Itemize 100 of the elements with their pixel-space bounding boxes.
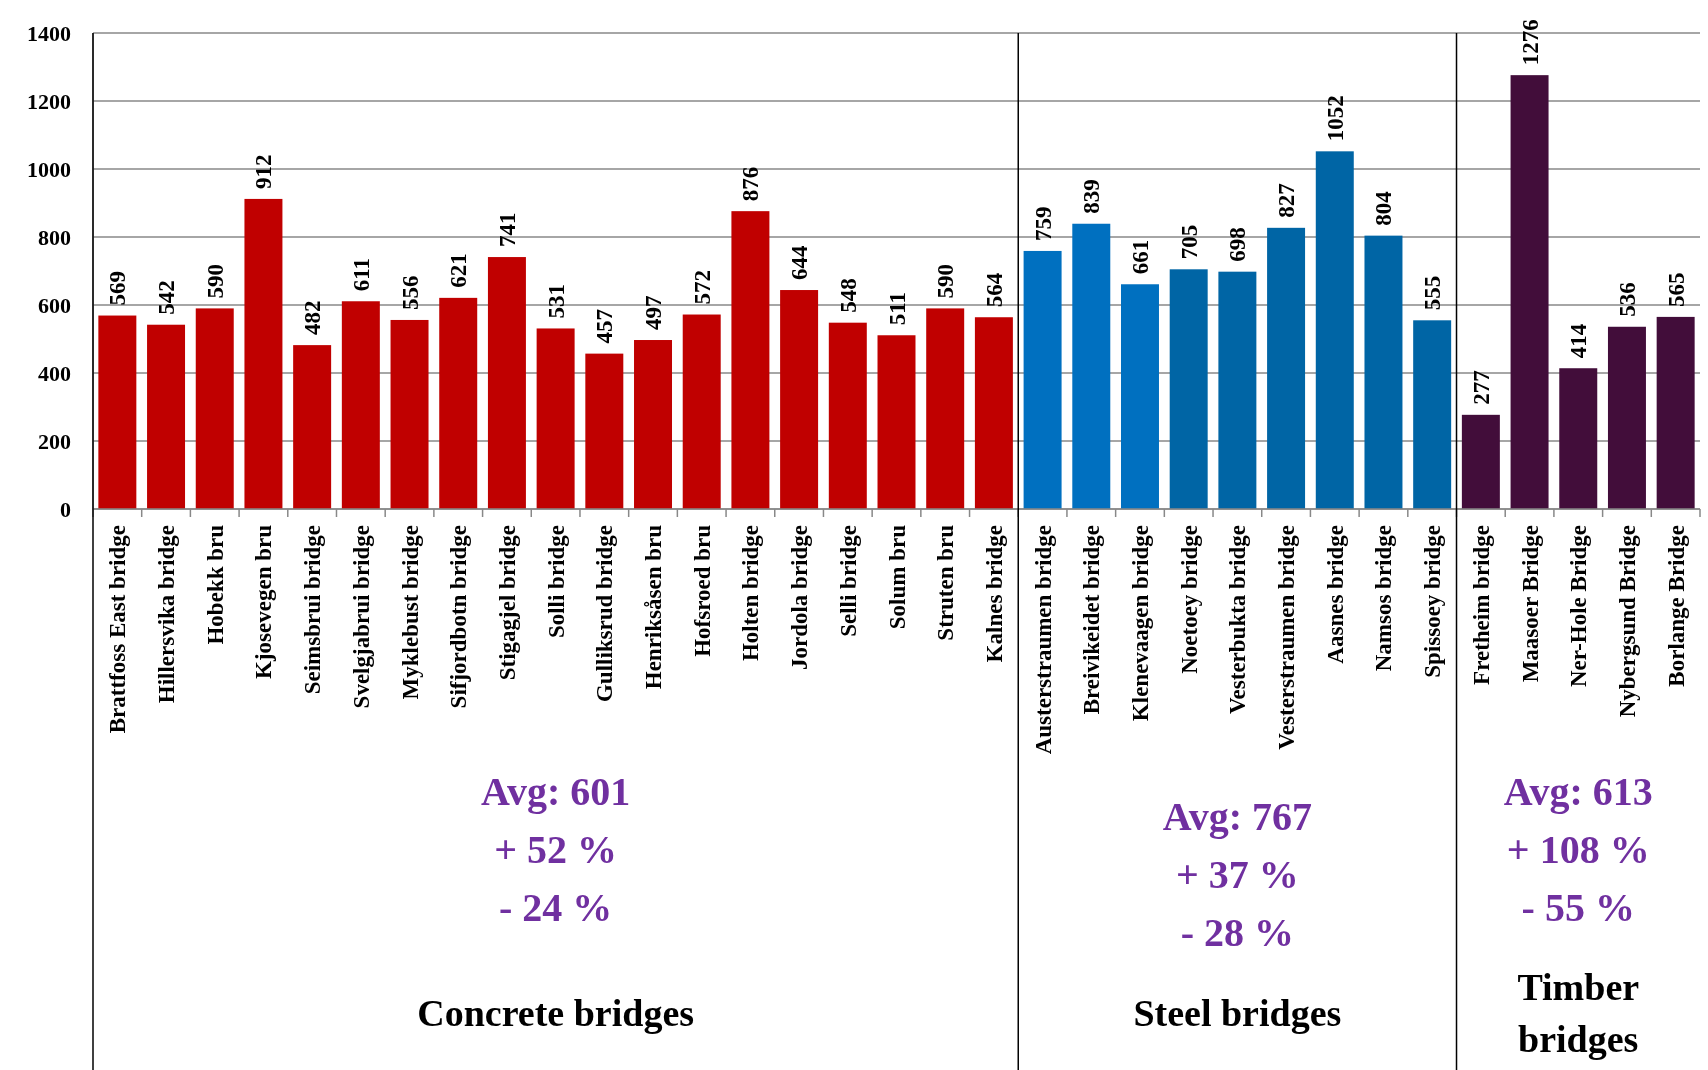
bar: [1413, 320, 1452, 509]
bar: [634, 340, 673, 509]
text: Concrete bridges: [417, 992, 695, 1034]
x-tick-label: Solli bridge: [543, 525, 569, 639]
data-label: 457: [592, 309, 618, 344]
bar: [147, 324, 186, 509]
data-label: 741: [494, 212, 520, 248]
data-label: 548: [835, 278, 861, 313]
x-tick-label: Kalnes bridge: [981, 525, 1007, 663]
y-tick-label: 1400: [27, 20, 71, 46]
data-label: 611: [348, 258, 374, 292]
data-label: 912: [251, 154, 277, 189]
data-label: 621: [446, 253, 472, 288]
data-label: 536: [1614, 282, 1640, 317]
data-label: 590: [933, 263, 959, 299]
data-label: 644: [787, 245, 813, 281]
text: + 37 %: [1175, 852, 1299, 897]
bar: [1607, 326, 1646, 509]
data-label: 698: [1225, 227, 1251, 262]
bar: [1461, 414, 1500, 509]
data-label: 542: [154, 280, 180, 315]
x-tick-label: Seimsbrui bridge: [300, 525, 326, 695]
text: - 55 %: [1521, 885, 1635, 930]
bar: [390, 319, 429, 509]
data-label: 1276: [1517, 19, 1543, 66]
data-label: 759: [1030, 206, 1056, 241]
x-tick-label: Vesterstraumen bridge: [1274, 525, 1300, 750]
x-tick-label: Myklebust bridge: [397, 525, 423, 700]
x-tick-label: Gulliksrud bridge: [592, 525, 618, 703]
x-tick-label: Aasnes bridge: [1322, 525, 1348, 664]
data-label: 497: [641, 295, 667, 331]
bar: [1267, 227, 1306, 509]
bar: [293, 345, 332, 509]
y-tick-label: 600: [38, 292, 71, 318]
bar: [1510, 75, 1549, 509]
data-label: 569: [105, 271, 131, 306]
x-tick-label: Brattfoss East bridge: [105, 525, 131, 734]
x-tick-label: Fretheim bridge: [1468, 525, 1494, 685]
x-tick-label: Vesterbukta bridge: [1225, 525, 1251, 714]
x-tick-label: Jordola bridge: [787, 525, 813, 671]
bar: [1120, 284, 1159, 509]
data-label: 564: [981, 272, 1007, 308]
text: - 28 %: [1180, 910, 1295, 955]
data-label: 661: [1127, 239, 1153, 275]
bar: [98, 315, 137, 509]
data-label: 876: [738, 166, 764, 202]
data-label: 705: [1176, 224, 1202, 260]
data-label: 827: [1274, 183, 1300, 218]
text: + 52 %: [494, 827, 618, 872]
bar: [1315, 151, 1354, 509]
x-tick-label: Selli bridge: [835, 525, 861, 637]
bar: [1559, 368, 1598, 509]
bar: [487, 257, 526, 509]
x-tick-label: Solum bru: [884, 524, 910, 630]
bar: [828, 322, 867, 509]
bar: [682, 314, 721, 509]
bar: [1169, 269, 1208, 509]
text: Avg: 601: [481, 769, 631, 814]
data-label: 556: [397, 275, 423, 310]
bar: [341, 301, 380, 509]
x-tick-label: Stigagjel bridge: [494, 525, 520, 681]
bar: [244, 198, 283, 509]
bar: [1364, 235, 1403, 509]
y-tick-label: 1000: [27, 156, 71, 182]
data-label: 804: [1371, 190, 1397, 226]
x-tick-label: Sifjordbotn bridge: [446, 525, 472, 709]
data-label: 555: [1420, 275, 1446, 311]
data-label: 572: [689, 270, 715, 305]
x-tick-label: Borlange Bridge: [1663, 525, 1689, 687]
text: Avg: 613: [1503, 769, 1653, 814]
bar: [780, 290, 819, 509]
data-label: 511: [884, 292, 910, 326]
text: Timber bridges: [1517, 966, 1640, 1060]
x-tick-label: Hillersvika bridge: [154, 525, 180, 704]
bar: [1218, 271, 1257, 509]
bar: [1023, 250, 1062, 509]
x-tick-label: Namsos bridge: [1371, 525, 1397, 672]
bar: [439, 297, 478, 509]
text: Avg: 767: [1162, 794, 1312, 839]
bar: [877, 335, 916, 509]
bar: [585, 353, 624, 509]
text: - 24 %: [498, 885, 613, 930]
x-tick-label: Noetoey bridge: [1176, 525, 1202, 674]
y-tick-label: 800: [38, 224, 71, 250]
bar: [731, 211, 770, 509]
data-label: 590: [202, 263, 228, 299]
y-tick-label: 400: [38, 360, 71, 386]
y-tick-label: 200: [38, 428, 71, 454]
data-label: 531: [543, 283, 569, 319]
x-tick-label: Svelgjabrui bridge: [348, 525, 374, 709]
x-tick-label: Ner-Hole Bridge: [1566, 525, 1592, 688]
data-label: 565: [1663, 272, 1689, 307]
text: + 108 %: [1506, 827, 1650, 872]
data-label: 277: [1468, 370, 1494, 405]
bar: [974, 317, 1013, 509]
x-tick-label: Spissoey bridge: [1420, 525, 1446, 678]
data-label: 1052: [1322, 95, 1348, 142]
bar: [926, 308, 965, 509]
x-tick-label: Hofsroed bru: [689, 524, 715, 657]
bar: [536, 328, 575, 509]
